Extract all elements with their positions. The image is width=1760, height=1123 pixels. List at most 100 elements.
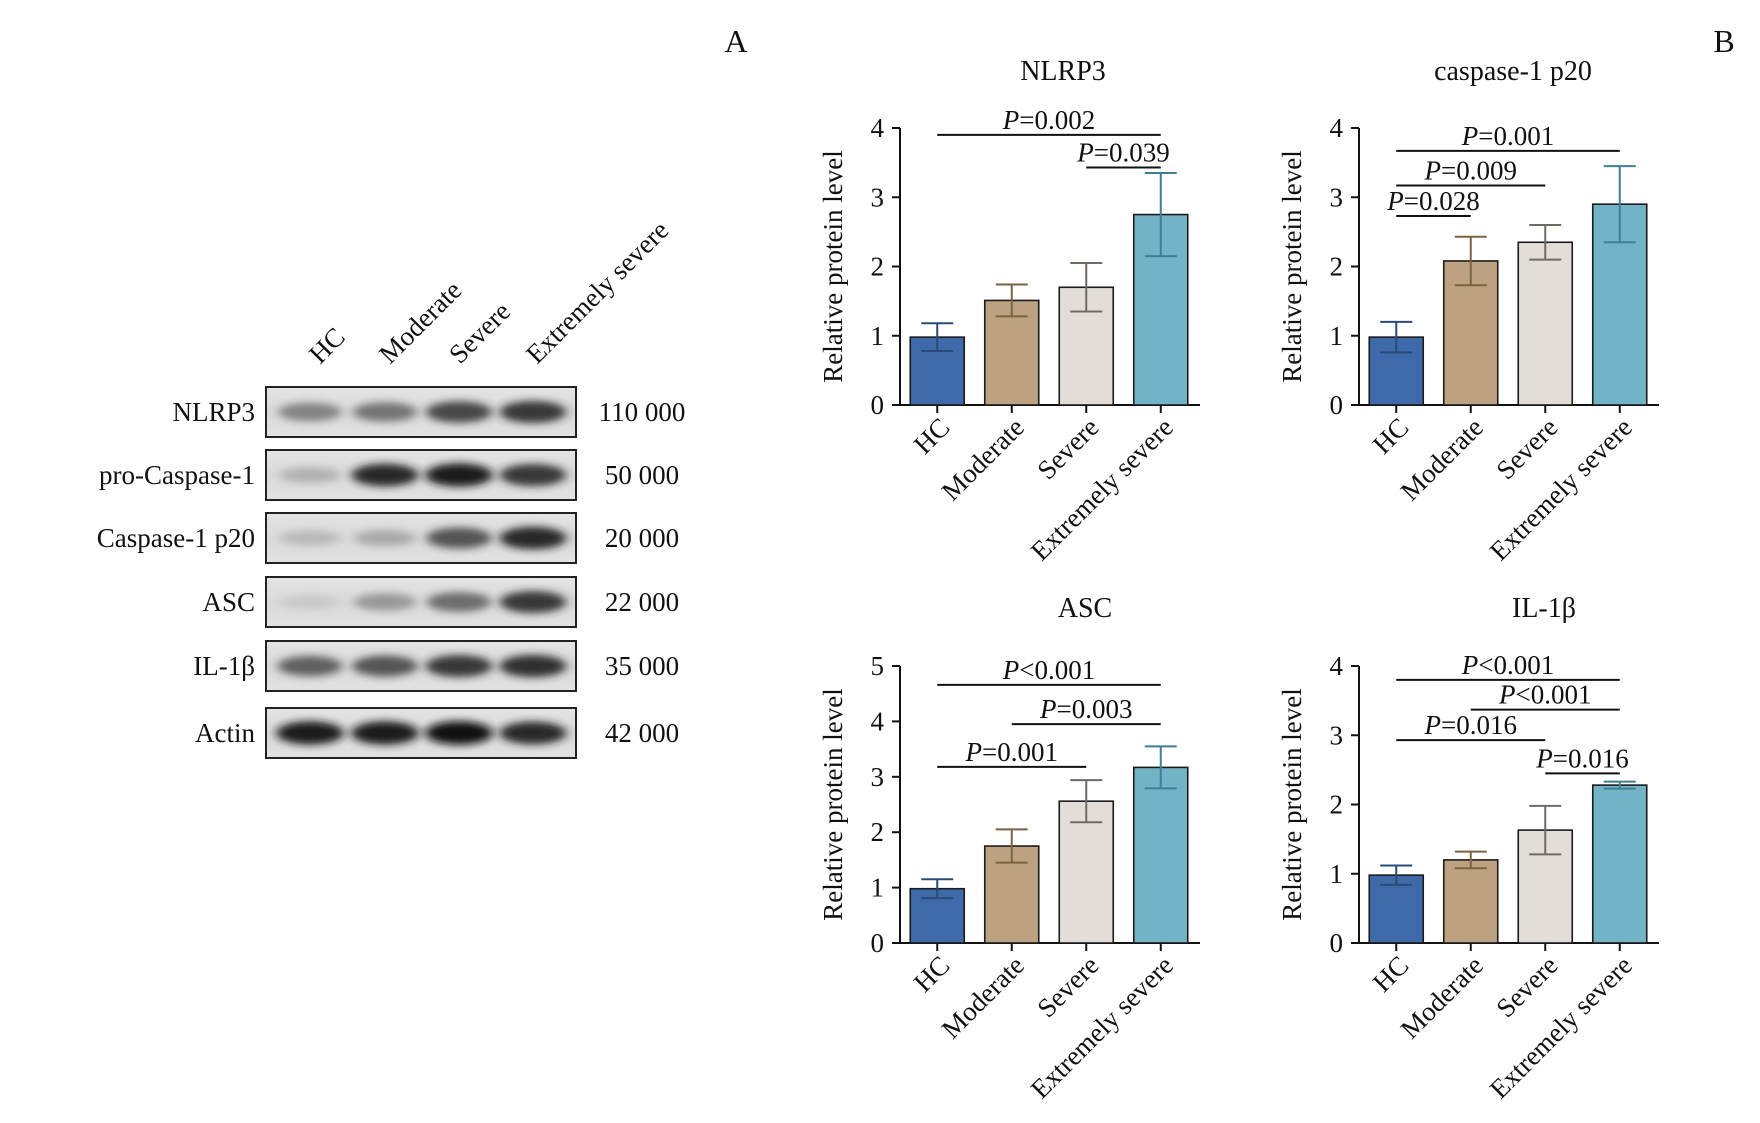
error-bar [1070, 779, 1103, 824]
error-bar [1529, 223, 1562, 261]
blot-band [499, 721, 567, 745]
error-bar [1454, 850, 1487, 870]
blot-row: pro-Caspase-1 50 000 [99, 449, 679, 501]
protein-label: pro-Caspase-1 [99, 460, 255, 490]
significance-annotation: P=0.039 [1076, 137, 1170, 169]
x-tick-label: HC [1367, 412, 1415, 460]
y-tick-label: 2 [871, 252, 885, 282]
blot-row: NLRP3 110 000 [172, 386, 686, 438]
blot-row: IL-1β 35 000 [193, 640, 679, 692]
y-axis-label: Relative protein level [1277, 150, 1307, 382]
p-value-label: P=0.001 [965, 737, 1058, 767]
molecular-weight-label: 50 000 [605, 460, 679, 490]
y-tick-label: 2 [1330, 790, 1344, 820]
chart-title: ASC [1058, 593, 1112, 624]
y-tick-label: 1 [1330, 321, 1344, 351]
p-value-label: P=0.009 [1424, 155, 1517, 185]
chart-title: NLRP3 [1020, 56, 1106, 87]
y-tick-label: 0 [1330, 928, 1344, 958]
significance-annotation: P=0.001 [1396, 121, 1620, 152]
y-tick-label: 3 [871, 762, 885, 792]
protein-label: ASC [202, 587, 255, 617]
molecular-weight-label: 35 000 [605, 651, 679, 681]
bar [1442, 859, 1499, 944]
x-tick-label: Moderate [936, 950, 1030, 1044]
blot-band [499, 463, 567, 487]
error-bar [921, 878, 954, 900]
lane-label: HC [303, 322, 351, 370]
error-bar [1070, 262, 1103, 313]
p-value-label: P=0.039 [1076, 137, 1169, 167]
y-tick-label: 3 [1330, 720, 1344, 750]
blot-band [278, 402, 342, 422]
y-tick-label: 1 [1330, 859, 1344, 889]
x-tick-label: Severe [1490, 950, 1563, 1023]
p-value-label: P=0.028 [1386, 186, 1479, 216]
blot-band [499, 526, 567, 550]
panel-label-a: A [724, 23, 747, 59]
significance-annotation: P=0.028 [1386, 186, 1480, 217]
x-tick-label: Severe [1031, 412, 1104, 485]
blot-band [426, 401, 492, 423]
x-tick-label: HC [1367, 950, 1415, 998]
protein-label: IL-1β [193, 651, 255, 681]
x-tick-label: Severe [1031, 950, 1104, 1023]
y-tick-label: 0 [871, 928, 885, 958]
blot-band [354, 529, 416, 547]
y-tick-label: 2 [1330, 252, 1344, 282]
p-value-label: P<0.001 [1461, 650, 1554, 680]
protein-label: NLRP3 [172, 397, 255, 427]
y-tick-label: 2 [871, 817, 885, 847]
blot-row: Caspase-1 p20 20 000 [97, 512, 679, 564]
y-tick-label: 1 [871, 873, 885, 903]
bar-chart: NLRP3 Relative protein level 0 1 2 3 4 HCModera… [818, 56, 1200, 566]
bar [1368, 336, 1425, 406]
bar [983, 299, 1040, 406]
blot-band [353, 593, 417, 611]
blot-band [280, 595, 340, 609]
p-value-label: P<0.001 [1498, 680, 1591, 710]
y-tick-label: 0 [1330, 390, 1344, 420]
error-bar [1603, 780, 1636, 790]
molecular-weight-label: 22 000 [605, 587, 679, 617]
y-tick-label: 4 [871, 706, 885, 736]
error-bar [1603, 165, 1636, 244]
lane-label: Extremely severe [520, 215, 674, 369]
error-bar [1454, 235, 1487, 287]
error-bar [1529, 804, 1562, 856]
blot-band [499, 590, 567, 614]
blot-band [426, 527, 492, 549]
blot-row: Actin 42 000 [195, 707, 679, 759]
molecular-weight-label: 110 000 [599, 397, 686, 427]
significance-annotation: P<0.001 [937, 655, 1161, 686]
p-value-label: P=0.003 [1039, 694, 1132, 724]
blot-band [352, 655, 418, 677]
blot-band [279, 467, 341, 483]
y-axis-label: Relative protein level [818, 150, 848, 382]
y-tick-label: 3 [1330, 182, 1344, 212]
x-tick-label: HC [908, 412, 956, 460]
blot-band [425, 463, 493, 487]
y-tick-label: 4 [1330, 651, 1344, 681]
bar [1517, 241, 1574, 406]
p-value-label: P=0.002 [1002, 105, 1095, 135]
y-tick-label: 5 [871, 651, 885, 681]
y-tick-label: 3 [871, 182, 885, 212]
p-value-label: P=0.016 [1424, 710, 1517, 740]
molecular-weight-label: 42 000 [605, 718, 679, 748]
error-bar [995, 283, 1028, 318]
blot-row: ASC 22 000 [202, 576, 679, 628]
significance-annotation: P=0.016 [1396, 710, 1546, 742]
panel-label-b: B [1713, 23, 1734, 59]
x-tick-label: Moderate [1395, 412, 1489, 506]
bar [1591, 784, 1648, 944]
chart-title: IL-1β [1512, 593, 1576, 624]
bar [1132, 766, 1189, 944]
blot-band [425, 721, 493, 745]
significance-annotation: P<0.001 [1470, 680, 1620, 711]
y-tick-label: 1 [871, 321, 885, 351]
y-tick-label: 4 [1330, 113, 1344, 143]
error-bar [1380, 320, 1413, 354]
chart-title: caspase-1 p20 [1434, 56, 1592, 87]
